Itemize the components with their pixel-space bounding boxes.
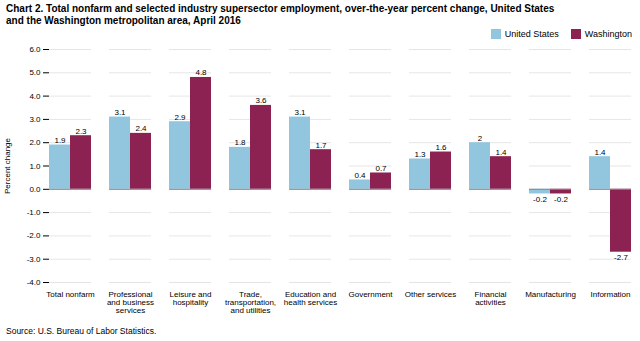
svg-text:Manufacturing: Manufacturing xyxy=(525,290,576,299)
svg-text:-0.2: -0.2 xyxy=(533,195,547,204)
svg-text:0.7: 0.7 xyxy=(375,164,387,173)
svg-text:Government: Government xyxy=(348,290,393,299)
html-text:and the Washington metropolita: and the Washington metropolitan area, Ap… xyxy=(6,15,241,26)
svg-text:2: 2 xyxy=(478,134,483,143)
svg-text:1.7: 1.7 xyxy=(315,141,327,150)
svg-text:1.4: 1.4 xyxy=(594,148,606,157)
svg-text:2.9: 2.9 xyxy=(174,113,186,122)
svg-text:1.9: 1.9 xyxy=(54,136,66,145)
svg-text:-0.2: -0.2 xyxy=(554,195,568,204)
svg-text:Education andhealth services: Education andhealth services xyxy=(284,290,337,307)
svg-text:Trade,transportation,and utili: Trade,transportation,and utilities xyxy=(225,290,276,315)
svg-text:-2.7: -2.7 xyxy=(614,253,628,262)
svg-text:Information: Information xyxy=(590,290,630,299)
svg-text:1.8: 1.8 xyxy=(234,138,246,147)
svg-text:3.1: 3.1 xyxy=(294,108,306,117)
svg-text:2.3: 2.3 xyxy=(75,127,87,136)
html-text:Source: U.S. Bureau of Labor S: Source: U.S. Bureau of Labor Statistics. xyxy=(6,326,157,336)
svg-text:-4.0: -4.0 xyxy=(27,278,41,287)
svg-text:1.3: 1.3 xyxy=(414,150,426,159)
svg-text:6.0: 6.0 xyxy=(29,45,41,54)
svg-text:Other services: Other services xyxy=(405,290,457,299)
svg-text:-1.0: -1.0 xyxy=(27,208,41,217)
svg-text:3.0: 3.0 xyxy=(29,115,41,124)
html-text:Washington: Washington xyxy=(584,29,632,39)
svg-text:1.0: 1.0 xyxy=(29,162,41,171)
svg-text:0.4: 0.4 xyxy=(354,171,366,180)
svg-text:1.6: 1.6 xyxy=(435,143,447,152)
html-text:United States: United States xyxy=(504,29,559,39)
svg-text:4.8: 4.8 xyxy=(195,68,207,77)
svg-text:1.4: 1.4 xyxy=(495,148,507,157)
svg-text:2.0: 2.0 xyxy=(29,138,41,147)
svg-text:4.0: 4.0 xyxy=(29,92,41,101)
svg-text:Leisure andhospitality: Leisure andhospitality xyxy=(170,290,212,307)
html-text:Chart 2. Total nonfarm and sel: Chart 2. Total nonfarm and selected indu… xyxy=(6,3,555,14)
svg-text:Financialactivities: Financialactivities xyxy=(474,290,506,307)
svg-text:0.0: 0.0 xyxy=(29,185,41,194)
svg-text:2.4: 2.4 xyxy=(135,124,147,133)
svg-text:3.1: 3.1 xyxy=(114,108,126,117)
svg-text:Percent change: Percent change xyxy=(3,137,12,194)
svg-text:Professionaland businessservic: Professionaland businessservices xyxy=(107,290,154,315)
svg-text:3.6: 3.6 xyxy=(255,96,267,105)
svg-text:Total nonfarm: Total nonfarm xyxy=(46,290,95,299)
svg-text:-3.0: -3.0 xyxy=(27,255,41,264)
svg-text:-2.0: -2.0 xyxy=(27,231,41,240)
svg-text:5.0: 5.0 xyxy=(29,68,41,77)
